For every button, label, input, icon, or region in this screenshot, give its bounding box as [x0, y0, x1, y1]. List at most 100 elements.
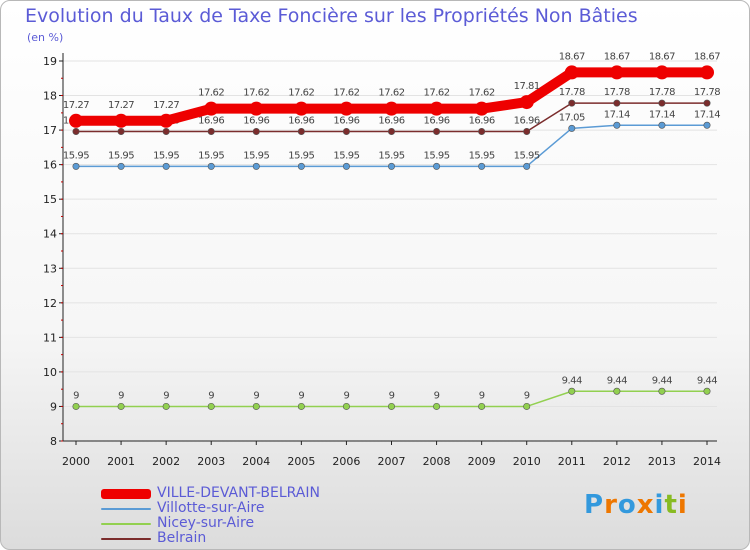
- data-point: [342, 162, 350, 170]
- data-point: [162, 402, 170, 410]
- data-label: 15.95: [469, 150, 495, 161]
- data-label: 16.96: [424, 115, 450, 126]
- logo-letter: i: [654, 490, 665, 520]
- data-label: 17.05: [559, 112, 585, 123]
- data-label: 16.96: [243, 115, 269, 126]
- data-point: [204, 101, 219, 116]
- data-label: 18.67: [559, 51, 585, 62]
- data-point: [429, 101, 444, 116]
- data-label: 17.27: [108, 100, 134, 111]
- data-point: [654, 65, 669, 80]
- data-label: 15.95: [243, 150, 269, 161]
- legend-label: Villotte-sur-Aire: [157, 500, 265, 516]
- data-point: [297, 127, 305, 135]
- logo-letter: r: [604, 490, 618, 520]
- data-point: [249, 101, 264, 116]
- legend-item-ville-devant-belrain: VILLE-DEVANT-BELRAIN: [101, 486, 320, 501]
- data-label: 15.95: [424, 150, 450, 161]
- data-point: [294, 101, 309, 116]
- legend-item-villotte-sur-aire: Villotte-sur-Aire: [101, 501, 320, 516]
- data-point: [658, 121, 666, 129]
- data-label: 17.14: [604, 109, 630, 120]
- logo-letter: i: [677, 490, 688, 520]
- legend-swatch: [101, 537, 151, 540]
- data-point: [703, 99, 711, 107]
- data-label: 9.44: [652, 375, 672, 386]
- chart-title: Evolution du Taux de Taxe Foncière sur l…: [25, 5, 638, 27]
- legend-label: Nicey-sur-Aire: [157, 515, 255, 531]
- data-label: 9: [434, 390, 440, 401]
- x-tick-label: 2006: [332, 455, 360, 468]
- data-point: [387, 127, 395, 135]
- data-label: 9: [479, 390, 485, 401]
- data-point: [252, 402, 260, 410]
- legend-label: Belrain: [157, 530, 207, 546]
- x-tick-label: 2004: [242, 455, 270, 468]
- data-point: [568, 124, 576, 132]
- data-point: [69, 113, 83, 128]
- data-label: 9: [343, 390, 349, 401]
- y-tick-label: 11: [43, 331, 57, 344]
- data-point: [703, 121, 711, 129]
- x-tick-label: 2003: [197, 455, 225, 468]
- x-tick-label: 2013: [648, 455, 676, 468]
- data-point: [658, 387, 666, 395]
- data-label: 17.14: [649, 109, 675, 120]
- data-point: [523, 127, 531, 135]
- legend-swatch: [101, 522, 151, 525]
- data-label: 16.96: [514, 115, 540, 126]
- data-label: 18.67: [604, 51, 630, 62]
- data-point: [519, 95, 534, 110]
- data-label: 9: [524, 390, 530, 401]
- data-label: 17.62: [424, 88, 450, 99]
- data-point: [162, 127, 170, 135]
- proxiti-logo: Proxiti: [584, 490, 688, 520]
- data-point: [342, 402, 350, 410]
- data-point: [568, 99, 576, 107]
- data-label: 15.95: [153, 150, 179, 161]
- x-tick-label: 2000: [62, 455, 90, 468]
- data-label: 17.62: [378, 88, 404, 99]
- data-point: [433, 162, 441, 170]
- legend-item-belrain: Belrain: [101, 531, 320, 546]
- logo-letter: P: [584, 490, 605, 520]
- data-point: [384, 101, 399, 116]
- data-point: [72, 162, 80, 170]
- y-tick-label: 10: [43, 366, 57, 379]
- y-tick-label: 16: [43, 159, 57, 172]
- logo-letter: o: [617, 490, 637, 520]
- data-point: [207, 402, 215, 410]
- data-point: [568, 387, 576, 395]
- data-label: 16.96: [198, 115, 224, 126]
- data-point: [433, 127, 441, 135]
- data-point: [478, 402, 486, 410]
- data-label: 16.96: [288, 115, 314, 126]
- data-label: 17.62: [198, 88, 224, 99]
- data-label: 9: [73, 390, 79, 401]
- data-point: [478, 162, 486, 170]
- data-point: [162, 162, 170, 170]
- data-point: [297, 162, 305, 170]
- data-label: 9.44: [697, 375, 717, 386]
- x-tick-label: 2012: [603, 455, 631, 468]
- data-label: 9.44: [607, 375, 627, 386]
- data-label: 17.78: [604, 87, 630, 98]
- data-label: 15.95: [108, 150, 134, 161]
- data-point: [252, 162, 260, 170]
- data-point: [252, 127, 260, 135]
- y-tick-label: 9: [50, 400, 57, 413]
- data-point: [342, 127, 350, 135]
- data-label: 18.67: [649, 51, 675, 62]
- data-point: [609, 65, 624, 80]
- data-point: [117, 402, 125, 410]
- data-point: [114, 113, 129, 128]
- data-point: [339, 101, 354, 116]
- data-point: [72, 402, 80, 410]
- x-tick-label: 2009: [468, 455, 496, 468]
- data-label: 18.67: [694, 51, 720, 62]
- data-point: [564, 65, 579, 80]
- data-point: [387, 402, 395, 410]
- data-label: 17.14: [694, 109, 720, 120]
- data-label: 17.78: [649, 87, 675, 98]
